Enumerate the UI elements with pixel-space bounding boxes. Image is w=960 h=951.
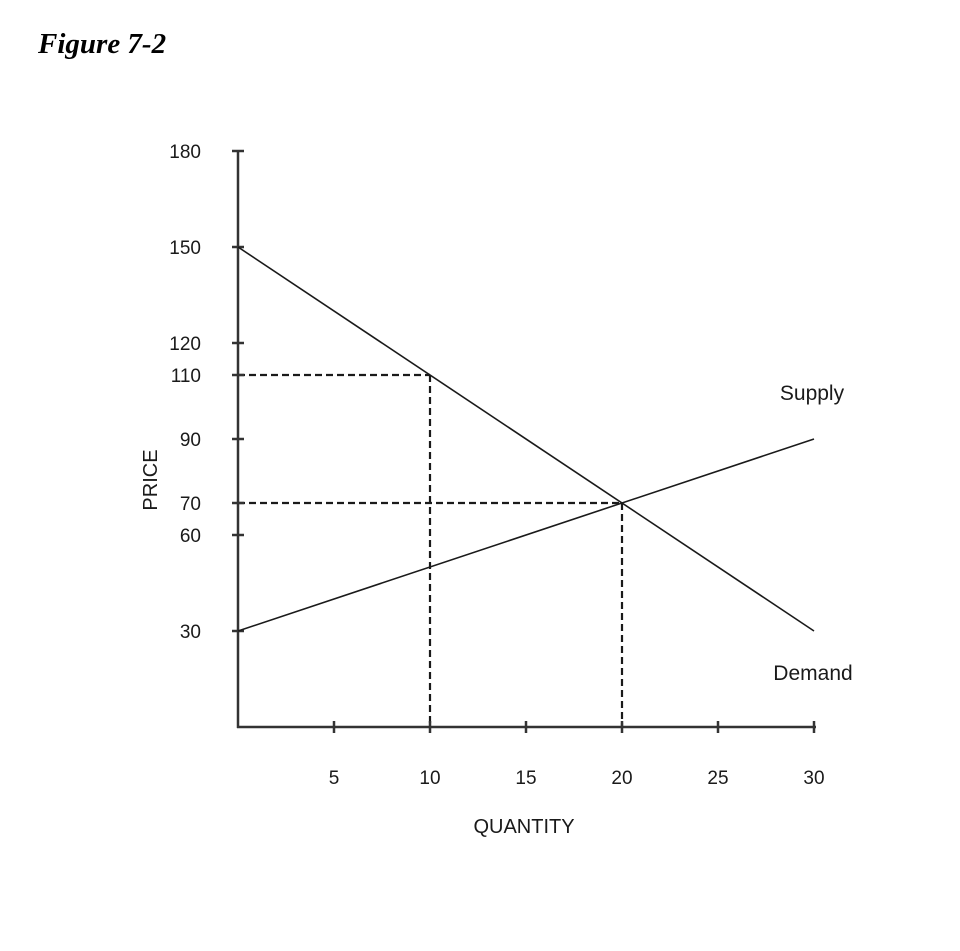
y-tick-label-60: 60	[180, 526, 201, 547]
demand-curve	[237, 246, 815, 632]
y-tick-label-120: 120	[169, 334, 201, 355]
supply-curve	[237, 438, 815, 632]
y-tick-label-110: 110	[171, 366, 201, 387]
chart-series	[237, 246, 815, 632]
x-tick-label-30: 30	[803, 768, 824, 789]
y-axis-label: PRICE	[140, 449, 162, 510]
x-tick-label-15: 15	[515, 768, 536, 789]
chart-axes: 30 60 70 90 110 120 150 180 5 10 15 20 25 30	[169, 142, 824, 789]
y-tick-label-90: 90	[180, 430, 201, 451]
x-tick-label-25: 25	[707, 768, 728, 789]
y-tick-label-150: 150	[169, 238, 201, 259]
x-tick-label-10: 10	[419, 768, 440, 789]
x-tick-label-20: 20	[611, 768, 632, 789]
chart-labels: QUANTITY PRICE Supply Demand	[140, 382, 853, 838]
y-tick-label-70: 70	[180, 494, 201, 515]
demand-curve-label: Demand	[773, 662, 852, 685]
y-tick-label-30: 30	[180, 622, 201, 643]
x-axis-label: QUANTITY	[473, 816, 574, 838]
supply-curve-label: Supply	[780, 382, 845, 405]
y-tick-label-180: 180	[169, 142, 201, 163]
reference-lines	[238, 373, 624, 727]
figure-title: Figure 7-2	[38, 28, 167, 60]
x-tick-label-5: 5	[329, 768, 340, 789]
